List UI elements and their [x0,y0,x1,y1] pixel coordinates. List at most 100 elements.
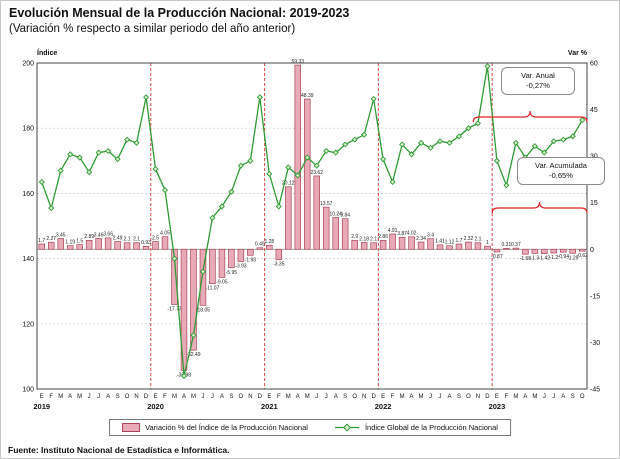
svg-text:O: O [239,394,244,400]
legend-item-indice: Índice Global de la Producción Nacional [334,423,498,432]
svg-text:-0.94: -0.94 [558,254,570,260]
svg-text:J: J [325,394,328,400]
annotation-var-anual-label: Var. Anual [521,71,555,80]
annotation-var-anual: Var. Anual -0,27% [501,67,575,96]
svg-text:1.28: 1.28 [264,239,274,245]
svg-text:-15: -15 [590,293,600,300]
svg-text:-45: -45 [590,387,600,394]
svg-text:S: S [457,394,461,400]
svg-text:2023: 2023 [489,402,506,411]
svg-text:O: O [125,394,130,400]
svg-text:E: E [154,394,158,400]
svg-text:45: 45 [590,107,598,114]
svg-text:S: S [116,394,120,400]
svg-text:0: 0 [590,247,594,254]
svg-text:M: M [172,394,177,400]
svg-text:A: A [334,394,338,400]
svg-text:Var %: Var % [568,50,588,57]
svg-text:0.37: 0.37 [511,242,521,248]
annotation-var-acumulada-value: -0,65% [549,171,573,181]
svg-text:E: E [40,394,44,400]
svg-text:J: J [429,394,432,400]
svg-text:3.46: 3.46 [94,232,104,238]
svg-text:2019: 2019 [33,402,50,411]
svg-text:Índice: Índice [37,48,57,57]
svg-text:M: M [532,394,537,400]
svg-text:60: 60 [590,61,598,68]
svg-text:J: J [552,394,555,400]
svg-text:200: 200 [22,61,34,68]
svg-text:-0.62: -0.62 [577,253,589,259]
svg-text:2.9: 2.9 [351,234,358,240]
svg-text:2.34: 2.34 [416,236,426,242]
svg-text:-11.07: -11.07 [206,286,220,292]
svg-text:F: F [505,394,509,400]
svg-text:0.93: 0.93 [141,240,151,246]
svg-text:2.1: 2.1 [370,237,377,243]
svg-text:M: M [305,394,310,400]
svg-text:A: A [68,394,72,400]
svg-text:2.1: 2.1 [133,237,140,243]
svg-text:10.24: 10.24 [329,211,342,217]
svg-text:J: J [543,394,546,400]
svg-text:M: M [191,394,196,400]
svg-text:2.27: 2.27 [46,236,56,242]
svg-text:E: E [495,394,499,400]
svg-text:48.39: 48.39 [301,93,314,99]
svg-text:1.12: 1.12 [445,240,455,246]
svg-text:0.49: 0.49 [255,242,265,248]
svg-text:20.12: 20.12 [282,181,295,187]
svg-text:-1.2: -1.2 [549,255,558,261]
svg-text:A: A [410,394,414,400]
svg-text:-0.87: -0.87 [491,254,503,260]
svg-text:15: 15 [590,200,598,207]
source-note: Fuente: Instituto Nacional de Estadístic… [8,445,230,455]
svg-text:3.87: 3.87 [397,231,407,237]
svg-text:A: A [447,394,451,400]
svg-text:180: 180 [22,126,34,133]
svg-text:1.7: 1.7 [38,238,45,244]
svg-text:4.02: 4.02 [407,231,417,237]
svg-text:N: N [134,394,138,400]
chart-legend: Variación % del Índice de la Producción … [109,419,511,436]
svg-text:J: J [201,394,204,400]
svg-text:-32.49: -32.49 [186,352,200,358]
svg-text:O: O [466,394,471,400]
svg-text:D: D [485,394,490,400]
svg-text:2.1: 2.1 [124,237,131,243]
svg-text:2.89: 2.89 [84,234,94,240]
svg-text:3.4: 3.4 [427,233,434,239]
svg-text:-1.93: -1.93 [245,257,257,263]
svg-text:F: F [391,394,395,400]
svg-text:A: A [523,394,527,400]
svg-text:J: J [88,394,91,400]
svg-text:M: M [77,394,82,400]
svg-text:D: D [258,394,263,400]
svg-text:2.49: 2.49 [113,235,123,241]
svg-text:3.66: 3.66 [103,232,113,238]
svg-text:-30: -30 [590,340,600,347]
svg-text:D: D [371,394,376,400]
svg-text:2020: 2020 [147,402,164,411]
svg-text:J: J [439,394,442,400]
svg-text:M: M [58,394,63,400]
svg-text:A: A [296,394,300,400]
svg-text:3.45: 3.45 [56,232,66,238]
annotation-var-anual-value: -0,27% [526,81,550,91]
svg-text:S: S [229,394,233,400]
svg-text:N: N [476,394,480,400]
svg-text:2.18: 2.18 [359,236,369,242]
svg-text:A: A [220,394,224,400]
svg-text:-5.95: -5.95 [226,270,238,276]
svg-text:-9.05: -9.05 [216,279,228,285]
svg-text:59.33: 59.33 [292,59,305,65]
svg-text:S: S [343,394,347,400]
legend-label-variacion: Variación % del Índice de la Producción … [145,423,308,432]
svg-text:E: E [381,394,385,400]
svg-text:M: M [400,394,405,400]
svg-text:F: F [49,394,53,400]
svg-text:J: J [97,394,100,400]
svg-text:-18.05: -18.05 [196,307,210,313]
production-chart: 1.7 2.273.451.19 1.52.89 3.46 3.662.49 2.1 2.1… [22,48,600,411]
